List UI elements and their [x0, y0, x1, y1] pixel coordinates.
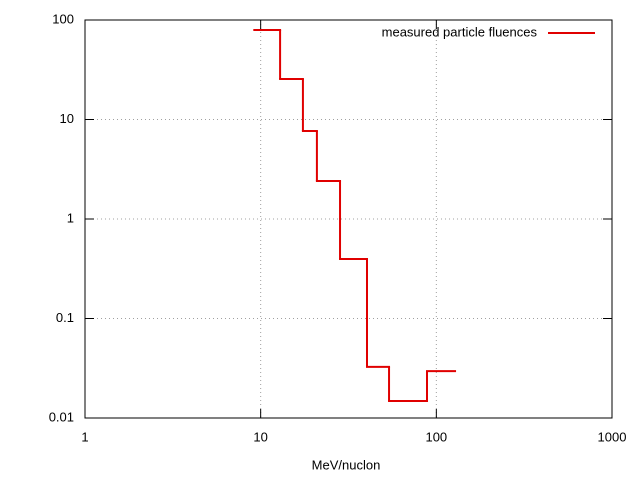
y-tick-label: 1: [67, 210, 74, 225]
x-axis-label: MeV/nuclon: [312, 457, 381, 472]
x-tick-label: 10: [253, 429, 267, 444]
y-tick-label: 10: [60, 111, 74, 126]
y-tick-label: 0.1: [56, 310, 74, 325]
x-tick-label: 100: [425, 429, 447, 444]
legend-label: measured particle fluences: [382, 24, 538, 39]
y-tick-label: 0.01: [49, 409, 74, 424]
x-tick-label: 1: [81, 429, 88, 444]
plot-frame: [84, 19, 613, 419]
x-tick-label: 1000: [598, 429, 627, 444]
y-tick-label: 100: [52, 11, 74, 26]
